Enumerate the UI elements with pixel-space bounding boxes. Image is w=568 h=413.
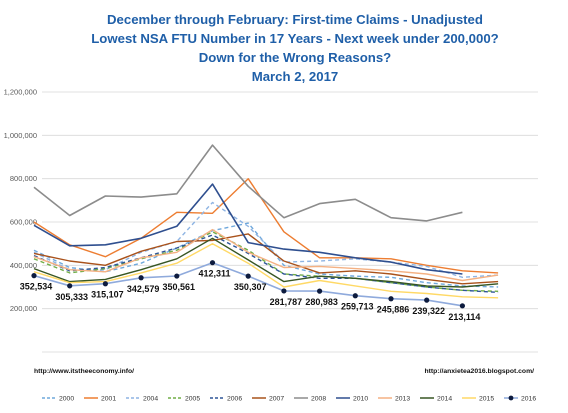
series-line-2013 — [33, 228, 499, 282]
series-line-2010 — [33, 183, 463, 275]
data-label: 412,311 — [198, 269, 230, 279]
series-line-2007 — [33, 233, 499, 285]
data-label: 350,307 — [234, 282, 267, 292]
series-point-2016 — [31, 273, 37, 279]
series-line-2000 — [33, 222, 499, 288]
data-label: 305,333 — [55, 292, 88, 302]
legend-marker-2016 — [508, 395, 514, 401]
legend-label-2010: 2010 — [353, 396, 368, 403]
series-line-2015 — [33, 243, 499, 299]
series-line-2014 — [33, 237, 499, 288]
series-point-2016 — [174, 273, 180, 279]
y-tick-label: 600,000 — [10, 218, 37, 227]
series-line-2008 — [33, 144, 463, 222]
y-tick-label: 800,000 — [10, 174, 37, 183]
y-tick-label: 1,200,000 — [4, 88, 37, 97]
y-tick-label: 400,000 — [10, 261, 37, 270]
data-label: 281,787 — [270, 297, 303, 307]
data-label: 259,713 — [341, 302, 374, 312]
data-label: 245,886 — [377, 305, 410, 315]
series-line-2001 — [33, 178, 499, 274]
title-line-1: December through February: First-time Cl… — [107, 12, 483, 27]
data-label: 239,322 — [412, 306, 445, 316]
legend-label-2001: 2001 — [101, 396, 116, 403]
series-point-2016 — [67, 283, 73, 289]
legend-label-2007: 2007 — [269, 396, 284, 403]
legend-label-2016: 2016 — [521, 396, 536, 403]
legend-label-2008: 2008 — [311, 396, 326, 403]
series-point-2016 — [102, 281, 108, 287]
data-label: 342,579 — [127, 284, 160, 294]
series-line-2005 — [33, 231, 499, 292]
legend-label-2004: 2004 — [143, 396, 158, 403]
series-point-2016 — [352, 293, 358, 299]
y-tick-label: 1,000,000 — [4, 131, 37, 140]
series-point-2016 — [424, 297, 430, 303]
data-label: 213,114 — [448, 312, 480, 322]
title-line-2: Lowest NSA FTU Number in 17 Years - Next… — [91, 31, 499, 46]
source-left: http://www.itstheeconomy.info/ — [34, 368, 134, 375]
series-lines — [31, 144, 499, 309]
data-label: 352,534 — [20, 282, 53, 292]
legend-label-2000: 2000 — [59, 396, 74, 403]
series-point-2016 — [459, 303, 465, 309]
data-label: 280,983 — [305, 297, 338, 307]
data-label: 350,561 — [163, 282, 196, 292]
y-tick-label: 200,000 — [10, 304, 37, 313]
title-line-4: March 2, 2017 — [252, 69, 339, 84]
legend-label-2015: 2015 — [479, 396, 494, 403]
series-point-2016 — [281, 288, 287, 294]
series-point-2016 — [138, 275, 144, 281]
title-line-3: Down for the Wrong Reasons? — [199, 50, 391, 65]
series-point-2016 — [388, 296, 394, 302]
legend-label-2006: 2006 — [227, 396, 242, 403]
series-point-2016 — [209, 260, 216, 266]
series-line-2006 — [33, 234, 499, 294]
y-axis-ticks: 200,000 400,000 600,000 800,000 1,000,000 1,2… — [4, 88, 37, 314]
legend-label-2014: 2014 — [437, 396, 452, 403]
data-label: 315,107 — [91, 290, 124, 300]
source-right: http://anxietea2016.blogspot.com/ — [424, 368, 534, 375]
legend-label-2013: 2013 — [395, 396, 410, 403]
chart-title: December through February: First-time Cl… — [91, 12, 499, 84]
gridlines — [42, 91, 538, 353]
series-point-2016 — [317, 288, 323, 294]
series-point-2016 — [245, 273, 251, 279]
series-line-2004 — [33, 201, 499, 278]
legend: 2000 2001 2004 2005 2006 2007 2008 2010 2013 2014… — [42, 396, 536, 403]
legend-label-2005: 2005 — [185, 396, 200, 403]
